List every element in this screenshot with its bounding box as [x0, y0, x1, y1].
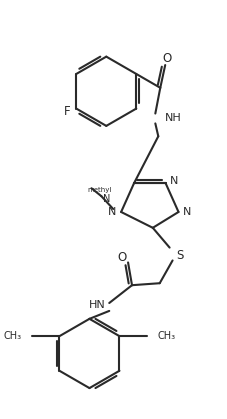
Text: N: N — [169, 176, 178, 186]
Text: NH: NH — [165, 114, 182, 124]
Text: N: N — [108, 207, 116, 217]
Text: F: F — [64, 105, 71, 118]
Text: CH₃: CH₃ — [4, 331, 22, 341]
Text: O: O — [118, 251, 127, 264]
Text: CH₃: CH₃ — [157, 331, 175, 341]
Text: methyl: methyl — [87, 187, 111, 193]
Text: O: O — [163, 52, 172, 65]
Text: N: N — [103, 194, 110, 204]
Text: HN: HN — [89, 300, 106, 310]
Text: N: N — [183, 207, 192, 217]
Text: S: S — [176, 249, 183, 262]
